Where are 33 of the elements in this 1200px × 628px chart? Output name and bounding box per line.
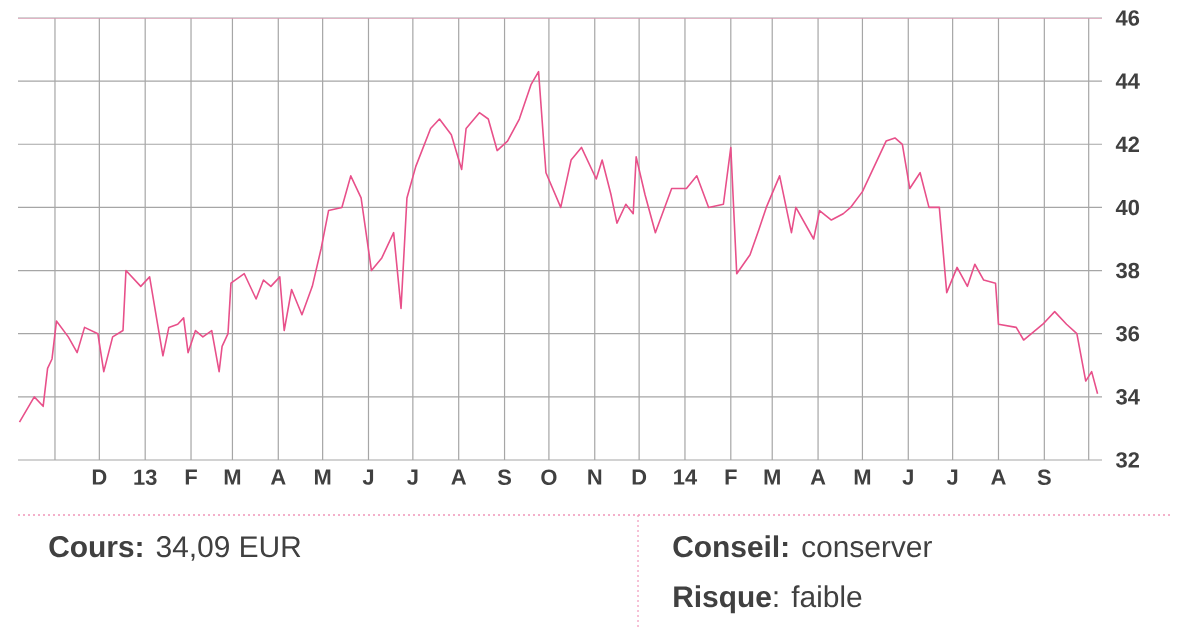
x-tick-label: 14 (674, 469, 698, 485)
x-tick-label: D (632, 469, 647, 485)
x-tick-label: J (362, 469, 374, 485)
x-tick-label: S (1037, 469, 1051, 486)
x-tick-label: A (810, 469, 826, 485)
text: Conseil: conserver (673, 535, 932, 558)
x-tick-label: M (764, 469, 780, 485)
y-tick-label: 34 (1116, 389, 1140, 405)
text: Risque: faible (674, 585, 862, 614)
x-tick-label: A (270, 469, 286, 485)
x-tick-label: J (407, 469, 418, 485)
x-tick-label: F (185, 469, 197, 485)
x-tick-label: M (314, 469, 331, 485)
x-tick-label: F (725, 469, 737, 485)
x-tick-label: A (991, 469, 1006, 485)
x-tick-label: O (541, 469, 557, 486)
y-tick-label: 38 (1116, 262, 1140, 279)
x-tick-label: N (588, 469, 602, 485)
x-tick-label: M (854, 469, 871, 485)
y-tick-label: 44 (1115, 73, 1140, 89)
y-tick-label: 42 (1115, 136, 1140, 153)
x-tick-label: J (946, 469, 958, 485)
y-tick-label: 36 (1116, 326, 1140, 342)
x-tick-label: D (92, 469, 107, 485)
text: Cours: 34,09 EUR (49, 536, 301, 562)
x-tick-label: M (224, 469, 241, 485)
x-tick-label: 13 (134, 469, 157, 486)
y-tick-label: 46 (1115, 10, 1140, 26)
x-tick-label: J (902, 469, 913, 485)
x-tick-label: S (497, 469, 511, 486)
y-tick-label: 40 (1115, 199, 1139, 216)
x-tick-label: A (451, 469, 467, 485)
y-tick-label: 32 (1116, 452, 1140, 468)
